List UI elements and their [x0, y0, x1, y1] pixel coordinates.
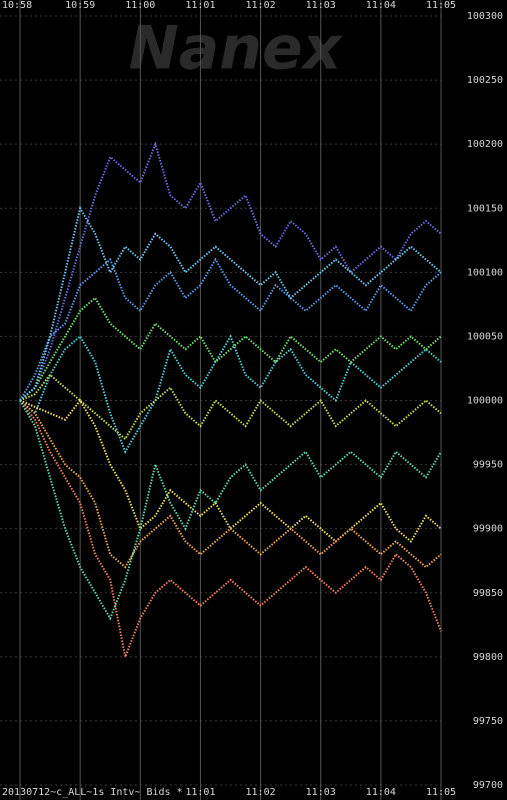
- series-line: [19, 205, 442, 402]
- y-tick-label: 99750: [473, 716, 503, 727]
- series-line: [19, 257, 442, 402]
- x-tick-label: 10:59: [65, 0, 95, 11]
- x-tick-label-bottom: 11:02: [246, 787, 276, 798]
- y-tick-label: 100250: [467, 75, 503, 86]
- x-tick-label-bottom: 11:05: [426, 787, 456, 798]
- series-line: [19, 141, 442, 402]
- y-tick-label: 99850: [473, 588, 503, 599]
- y-tick-label: 99950: [473, 460, 503, 471]
- y-tick-label: 100200: [467, 139, 503, 150]
- series-line: [19, 334, 442, 455]
- y-tick-label: 99700: [473, 780, 503, 791]
- y-tick-label: 100150: [467, 203, 503, 214]
- series-line: [19, 373, 442, 441]
- x-tick-label-bottom: 11:01: [185, 787, 215, 798]
- caption: 20130712~c_ALL~1s Intv~ Bids *: [2, 787, 183, 798]
- x-tick-label: 11:03: [306, 0, 336, 11]
- series-line: [19, 296, 442, 402]
- y-tick-label: 100000: [467, 396, 503, 407]
- y-tick-label: 99900: [473, 524, 503, 535]
- y-tick-label: 100100: [467, 267, 503, 278]
- series-line: [19, 399, 442, 569]
- y-tick-label: 99800: [473, 652, 503, 663]
- x-tick-label-bottom: 11:03: [306, 787, 336, 798]
- x-tick-label: 11:02: [246, 0, 276, 11]
- x-tick-label: 10:58: [2, 0, 32, 11]
- y-tick-label: 100050: [467, 331, 503, 342]
- watermark: Nanex: [129, 14, 344, 84]
- x-tick-label: 11:01: [185, 0, 215, 11]
- series-line: [19, 399, 442, 661]
- series-line: [19, 398, 442, 544]
- y-tick-label: 100300: [467, 11, 503, 22]
- x-tick-label: 11:00: [125, 0, 155, 11]
- x-tick-label-bottom: 11:04: [366, 787, 396, 798]
- x-tick-label: 11:04: [366, 0, 396, 11]
- x-tick-label: 11:05: [426, 0, 456, 11]
